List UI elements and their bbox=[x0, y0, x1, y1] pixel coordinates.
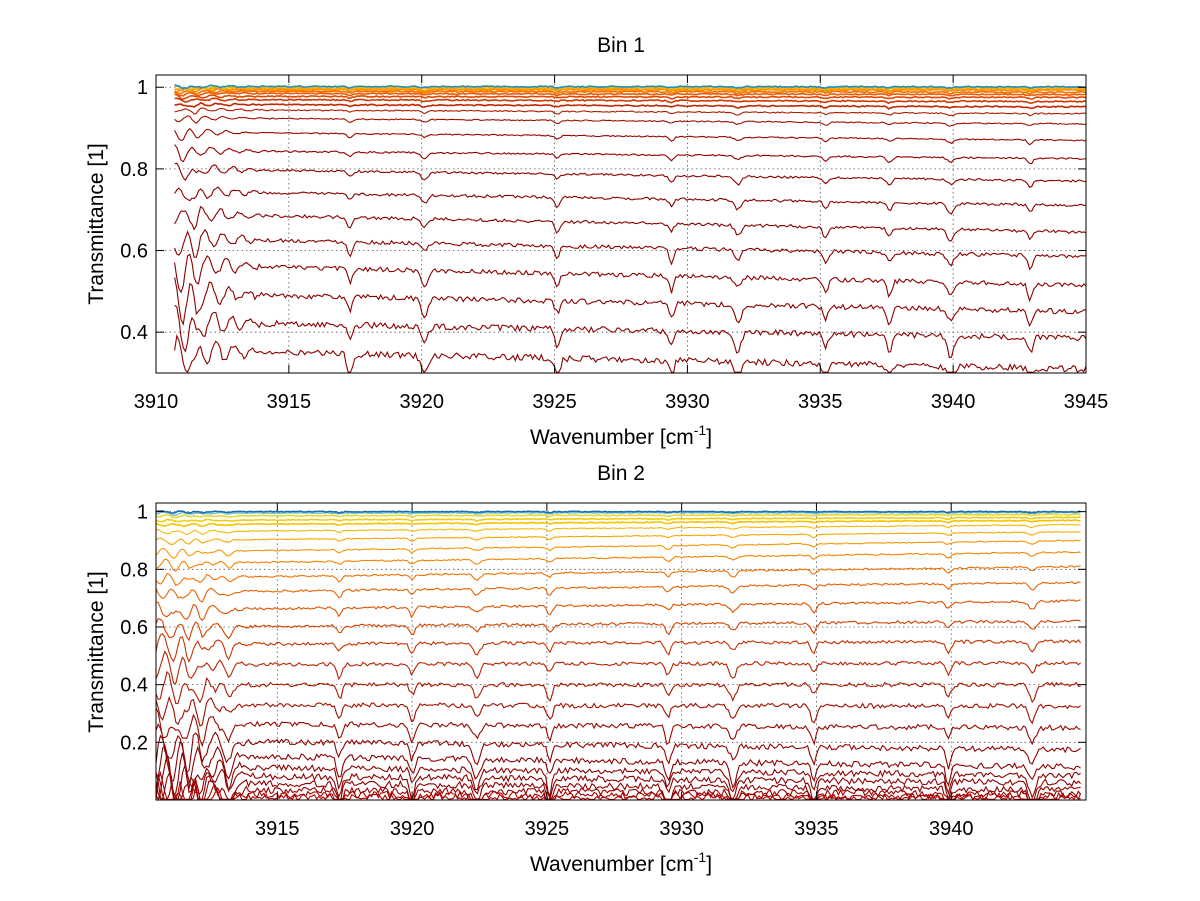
series-line bbox=[155, 513, 1081, 519]
series-line bbox=[174, 93, 1087, 101]
x-tick-label: 3920 bbox=[399, 391, 444, 413]
x-tick-label: 3915 bbox=[267, 391, 312, 413]
series-line bbox=[155, 632, 1082, 663]
series-line bbox=[155, 743, 1081, 800]
y-tick-label: 0.4 bbox=[120, 322, 148, 344]
series-line bbox=[155, 531, 1081, 545]
series-line bbox=[155, 580, 1081, 603]
x-tick-label: 3915 bbox=[255, 818, 300, 840]
y-ticks: 0.2 0.4 0.6 0.8 1 bbox=[120, 502, 1086, 754]
series-line bbox=[174, 107, 1086, 117]
series-line bbox=[155, 722, 1081, 774]
plot-title: Bin 1 bbox=[597, 34, 645, 57]
series-line bbox=[155, 539, 1081, 559]
x-tick-label: 3925 bbox=[532, 391, 577, 413]
series-line bbox=[174, 115, 1087, 127]
series-line bbox=[155, 734, 1081, 790]
series-line bbox=[155, 523, 1081, 536]
series-line bbox=[174, 277, 1087, 328]
x-tick-label: 3945 bbox=[1064, 391, 1109, 413]
x-tick-label: 3925 bbox=[525, 818, 570, 840]
x-axis-label: Wavenumber [cm-1] bbox=[530, 849, 712, 876]
series-line bbox=[155, 771, 1082, 801]
x-tick-label: 3930 bbox=[665, 391, 710, 413]
series-line bbox=[155, 516, 1081, 523]
series-line bbox=[174, 144, 1087, 165]
series-line bbox=[174, 304, 1087, 359]
series-line bbox=[155, 772, 1081, 801]
x-ticks: 3910 3915 3920 3925 3930 3935 3940 3945 bbox=[134, 75, 1109, 413]
series-line bbox=[174, 102, 1087, 110]
series-line bbox=[155, 773, 1082, 801]
x-tick-label: 3935 bbox=[794, 818, 839, 840]
series-line bbox=[155, 550, 1081, 573]
y-tick-label: 1 bbox=[137, 502, 148, 524]
series-line bbox=[155, 650, 1081, 685]
series-line bbox=[155, 707, 1081, 748]
series-line bbox=[174, 97, 1087, 105]
series-line bbox=[174, 228, 1087, 271]
series-line bbox=[155, 565, 1081, 587]
series-line bbox=[174, 205, 1087, 242]
x-tick-label: 3920 bbox=[390, 818, 435, 840]
y-axis-label: Transmittance [1] bbox=[85, 143, 108, 304]
series-line bbox=[174, 253, 1087, 303]
series-line bbox=[174, 334, 1087, 374]
series-line bbox=[174, 89, 1087, 96]
y-tick-label: 0.8 bbox=[120, 159, 148, 181]
x-axis-label: Wavenumber [cm-1] bbox=[530, 422, 712, 449]
series-group bbox=[155, 510, 1082, 802]
series-line bbox=[155, 695, 1081, 727]
series-line bbox=[174, 127, 1087, 146]
plot-area bbox=[156, 503, 1086, 800]
y-ticks: 0.4 0.6 0.8 1 bbox=[120, 77, 1086, 344]
y-axis-label: Transmittance [1] bbox=[85, 571, 108, 732]
x-tick-label: 3940 bbox=[931, 391, 976, 413]
plot-area bbox=[156, 75, 1086, 373]
bin-1-plot: Bin 1 3910 3915 3920 3925 3930 3935 3940 3945 0… bbox=[85, 34, 1108, 449]
x-tick-label: 3930 bbox=[659, 818, 704, 840]
axes-box bbox=[155, 74, 1087, 374]
bin-2-plot: Bin 2 3915 3920 3925 3930 3935 3940 0.2 0.4 0.6… bbox=[85, 462, 1087, 876]
y-tick-label: 0.2 bbox=[120, 732, 148, 754]
y-tick-label: 0.8 bbox=[120, 559, 148, 581]
series-group bbox=[174, 83, 1087, 374]
series-line bbox=[155, 752, 1082, 802]
series-line bbox=[174, 91, 1087, 97]
series-line bbox=[155, 510, 1081, 514]
x-tick-label: 3940 bbox=[929, 818, 974, 840]
y-tick-label: 0.6 bbox=[120, 617, 148, 639]
axes-box bbox=[155, 502, 1087, 801]
x-ticks: 3915 3920 3925 3930 3935 3940 bbox=[255, 503, 973, 840]
x-tick-label: 3910 bbox=[134, 391, 179, 413]
y-tick-label: 1 bbox=[137, 77, 148, 99]
series-line bbox=[174, 186, 1087, 215]
series-line bbox=[155, 519, 1081, 527]
series-line bbox=[155, 599, 1081, 622]
series-line bbox=[155, 618, 1081, 642]
plot-title: Bin 2 bbox=[597, 462, 645, 485]
series-line bbox=[155, 670, 1081, 705]
y-tick-label: 0.6 bbox=[120, 241, 148, 263]
series-line bbox=[174, 86, 1087, 92]
y-tick-label: 0.4 bbox=[120, 675, 148, 697]
series-line bbox=[174, 83, 1086, 90]
series-line bbox=[174, 162, 1087, 188]
x-tick-label: 3935 bbox=[798, 391, 843, 413]
